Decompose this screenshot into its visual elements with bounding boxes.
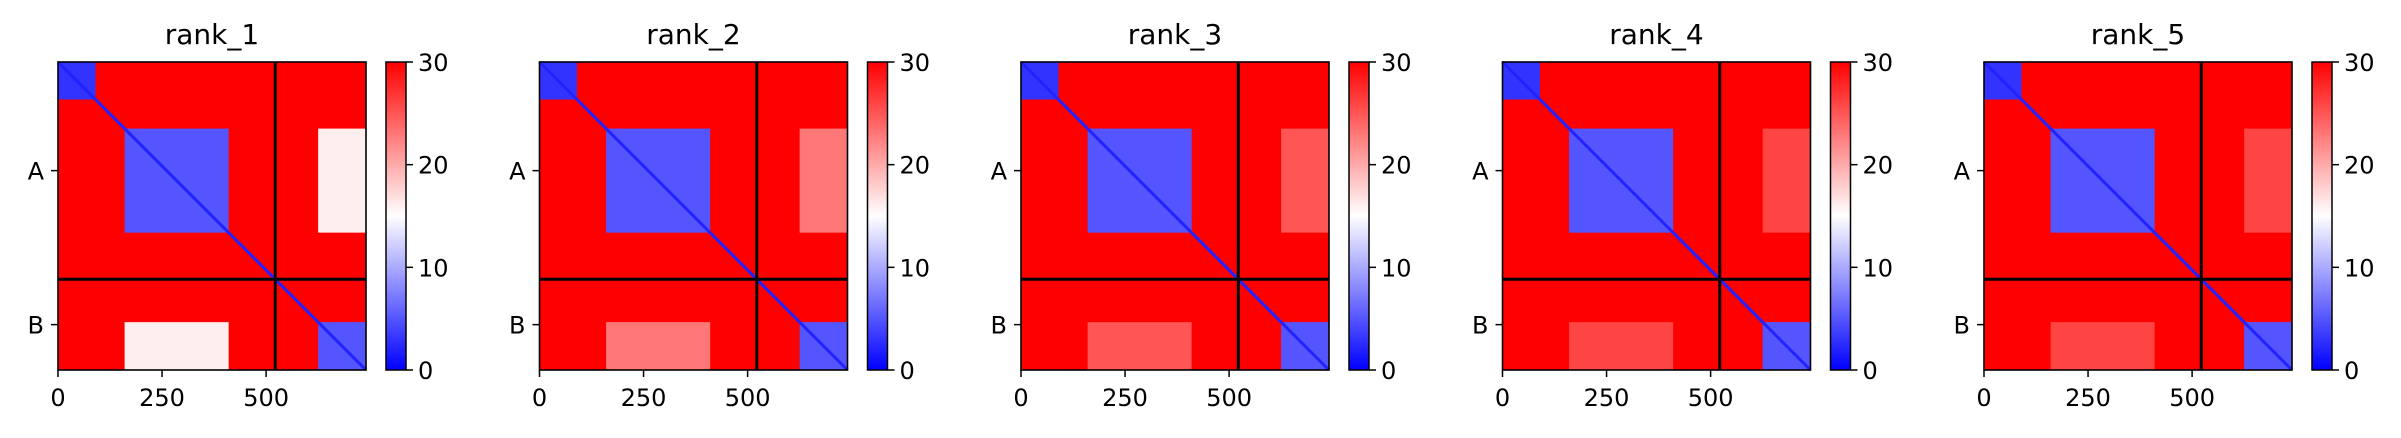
chain-label: B [1954,312,1970,340]
colorbar-tick-label: 0 [1381,357,1396,385]
colorbar-tick-label: 20 [1381,152,1412,180]
plot-frame [1501,61,1812,371]
heatmap-block [2050,322,2155,370]
colorbar-tick-label: 30 [900,49,931,77]
chain-label: B [1472,312,1488,340]
colorbar [1829,61,1852,371]
heatmap-diagonal [1019,60,1331,372]
heatmap-panel-5: rank_5 0 250 500 A B 0 10 20 30 [1954,18,2375,412]
chain-label: A [509,158,526,186]
heatmap-diagonal [538,60,849,372]
colorbar-tick-label: 20 [900,152,931,180]
chain-label: A [1472,158,1489,186]
x-tick-label: 250 [1584,384,1630,412]
x-tick-label: 250 [139,384,185,412]
colorbar-tick-label: 0 [418,357,433,385]
heatmap-block [318,128,366,233]
heatmap-panel-3: rank_3 0 250 500 A B 0 10 20 30 [991,18,1412,412]
x-tick-label: 500 [243,384,289,412]
colorbar [866,61,889,371]
panel-title: rank_2 [646,18,740,51]
x-tick-label: 0 [532,384,547,412]
chain-label: B [509,312,525,340]
heatmap-diagonal [56,60,368,372]
x-tick-label: 0 [1495,384,1510,412]
x-tick-label: 250 [2065,384,2111,412]
colorbar-tick-label: 20 [2344,152,2375,180]
colorbar-tick-label: 0 [2344,357,2359,385]
colorbar-tick-label: 30 [418,49,449,77]
heatmap-panel-4: rank_4 0 250 500 A B 0 10 20 30 [1472,18,1893,412]
plot-frame [1020,61,1330,371]
colorbar-tick-label: 20 [1863,152,1894,180]
panel-title: rank_5 [2091,18,2185,51]
plot-frame [57,61,367,371]
chain-label: A [28,158,45,186]
chain-label: A [1954,158,1971,186]
x-tick-label: 0 [1976,384,1991,412]
x-tick-label: 500 [2169,384,2215,412]
plot-frame [538,61,849,371]
colorbar-tick-label: 0 [1863,357,1878,385]
chain-label: B [28,312,44,340]
x-tick-label: 250 [621,384,667,412]
colorbar-tick-label: 30 [2344,49,2375,77]
colorbar-tick-label: 10 [900,254,931,282]
colorbar-tick-label: 0 [900,357,915,385]
heatmap-block [606,322,711,370]
x-tick-label: 250 [1102,384,1148,412]
colorbar [385,61,407,371]
heatmap-block [799,128,848,233]
x-tick-label: 0 [50,384,65,412]
colorbar [2311,61,2333,371]
heatmap-block [2244,128,2292,233]
heatmap-block [1762,128,1811,233]
heatmap-panel-2: rank_2 0 250 500 A B 0 10 20 30 [509,18,930,412]
colorbar-tick-label: 10 [2344,254,2375,282]
chain-label: A [991,158,1008,186]
colorbar-tick-label: 10 [1381,254,1412,282]
x-tick-label: 500 [1688,384,1734,412]
panel-title: rank_4 [1609,18,1703,51]
panel-title: rank_3 [1128,18,1222,51]
colorbar-tick-label: 20 [418,152,449,180]
heatmap-block [1087,322,1192,370]
plot-frame [1983,61,2293,371]
chain-label: B [991,312,1007,340]
colorbar-tick-label: 30 [1863,49,1894,77]
x-tick-label: 500 [1206,384,1252,412]
heatmap-block [1281,128,1329,233]
colorbar-tick-label: 10 [1863,254,1894,282]
panel-title: rank_1 [165,18,259,51]
heatmap-diagonal [1982,60,2294,372]
colorbar [1348,61,1370,371]
colorbar-tick-label: 30 [1381,49,1412,77]
x-tick-label: 0 [1013,384,1028,412]
heatmap-block [124,322,229,370]
colorbar-tick-label: 10 [418,254,449,282]
heatmap-block [1569,322,1674,370]
x-tick-label: 500 [725,384,771,412]
heatmap-diagonal [1501,60,1812,372]
heatmap-panel-1: rank_1 0 250 500 A B 0 10 20 30 [28,18,449,412]
